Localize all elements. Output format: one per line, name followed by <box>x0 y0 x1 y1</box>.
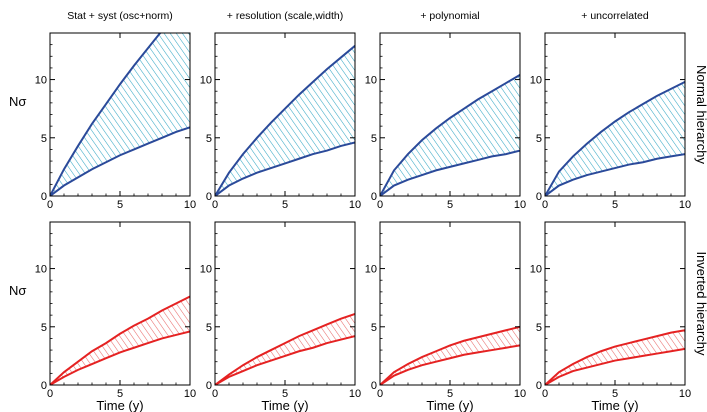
x-tick-label: 5 <box>612 199 618 211</box>
x-tick-label: 0 <box>212 388 218 400</box>
x-tick-label: 5 <box>282 199 288 211</box>
x-tick-label: 10 <box>679 388 691 400</box>
x-tick-label: 10 <box>184 388 196 400</box>
band-area <box>215 45 355 196</box>
x-tick-label: 5 <box>282 388 288 400</box>
upper-curve <box>215 45 355 196</box>
x-tick-label: 5 <box>117 388 123 400</box>
x-tick-label: 0 <box>212 199 218 211</box>
x-axis-title: Time (y) <box>261 398 308 412</box>
y-tick-label: 5 <box>206 133 212 145</box>
y-tick-label: 0 <box>41 191 47 203</box>
upper-curve <box>380 325 520 385</box>
panel-r1-c2: 0 5 10 0 5 10 <box>365 221 526 400</box>
band-area <box>545 81 685 196</box>
lower-curve <box>50 330 190 385</box>
row-label: Normal hierarchy <box>694 65 707 164</box>
upper-curve <box>50 33 162 196</box>
lower-curve <box>380 149 520 196</box>
band-area <box>545 330 685 385</box>
y-tick-label: 10 <box>530 264 542 276</box>
y-tick-label: 0 <box>536 191 542 203</box>
lower-curve <box>50 126 190 196</box>
x-tick-label: 0 <box>542 388 548 400</box>
lower-curve <box>545 153 685 196</box>
y-tick-label: 5 <box>41 322 47 334</box>
y-tick-label: 0 <box>371 191 377 203</box>
panel-frame <box>214 221 356 386</box>
x-tick-label: 10 <box>514 199 526 211</box>
panel-r1-c3: 0 5 10 0 5 10 <box>530 221 691 400</box>
upper-curve <box>215 313 355 385</box>
upper-curve <box>545 329 685 385</box>
band-area <box>50 33 190 196</box>
y-tick-label: 5 <box>371 322 377 334</box>
column-title: + resolution (scale,width) <box>227 10 343 22</box>
x-tick-label: 0 <box>47 199 53 211</box>
row-label: Inverted hierarchy <box>694 251 707 356</box>
y-tick-label: 0 <box>41 380 47 392</box>
lower-curve <box>545 347 685 385</box>
y-tick-label: 5 <box>206 322 212 334</box>
y-tick-label: 0 <box>371 380 377 392</box>
x-axis-title: Time (y) <box>426 398 473 412</box>
y-tick-label: 0 <box>206 191 212 203</box>
x-tick-label: 10 <box>679 199 691 211</box>
x-tick-label: 0 <box>47 388 53 400</box>
x-tick-label: 10 <box>514 388 526 400</box>
lower-curve <box>215 141 355 196</box>
column-title: + uncorrelated <box>581 10 649 22</box>
band-area <box>50 296 190 385</box>
x-tick-label: 5 <box>117 199 123 211</box>
y-tick-label: 10 <box>365 75 377 87</box>
y-tick-label: 0 <box>206 380 212 392</box>
upper-curve <box>380 74 520 196</box>
y-tick-label: 10 <box>200 264 212 276</box>
y-tick-label: 10 <box>365 264 377 276</box>
y-tick-label: 10 <box>530 75 542 87</box>
column-title: + polynomial <box>420 10 479 22</box>
band-area <box>380 74 520 196</box>
upper-curve <box>545 81 685 196</box>
y-axis-title: Nσ <box>9 94 26 109</box>
x-tick-label: 0 <box>542 199 548 211</box>
y-axis-title: Nσ <box>9 283 26 298</box>
y-tick-label: 5 <box>371 133 377 145</box>
x-tick-label: 5 <box>447 388 453 400</box>
lower-curve <box>380 344 520 385</box>
x-tick-label: 0 <box>377 199 383 211</box>
panel-r0-c2: 0 5 10 0 5 10 <box>365 32 526 211</box>
column-title: Stat + syst (osc+norm) <box>67 10 173 22</box>
x-tick-label: 5 <box>612 388 618 400</box>
x-tick-label: 10 <box>349 388 361 400</box>
panel-frame <box>379 221 521 386</box>
y-tick-label: 10 <box>200 75 212 87</box>
panel-r0-c1: 0 5 10 0 5 10 <box>200 32 361 211</box>
lower-curve <box>215 335 355 385</box>
y-tick-label: 10 <box>35 264 47 276</box>
panel-frame <box>49 221 191 386</box>
panel-r1-c1: 0 5 10 0 5 10 <box>200 221 361 400</box>
panel-r0-c0: 0 5 10 0 5 10 <box>35 32 196 211</box>
x-tick-label: 10 <box>184 199 196 211</box>
y-tick-label: 10 <box>35 75 47 87</box>
y-tick-label: 5 <box>536 133 542 145</box>
x-axis-title: Time (y) <box>591 398 638 412</box>
x-tick-label: 5 <box>447 199 453 211</box>
y-tick-label: 5 <box>536 322 542 334</box>
x-tick-label: 0 <box>377 388 383 400</box>
x-tick-label: 10 <box>349 199 361 211</box>
y-tick-label: 5 <box>41 133 47 145</box>
band-area <box>380 326 520 385</box>
panel-r0-c3: 0 5 10 0 5 10 <box>530 32 691 211</box>
y-tick-label: 0 <box>536 380 542 392</box>
x-axis-title: Time (y) <box>96 398 143 412</box>
upper-curve <box>50 295 190 385</box>
panel-r1-c0: 0 5 10 0 5 10 <box>35 221 196 400</box>
